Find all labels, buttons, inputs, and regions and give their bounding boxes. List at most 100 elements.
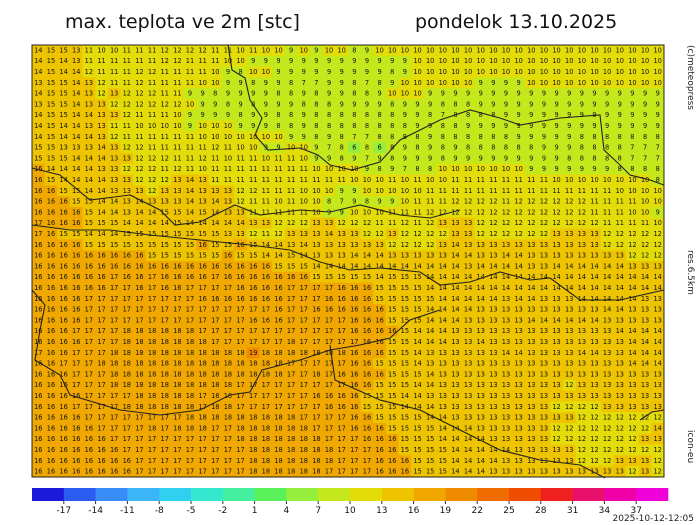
cell-value: 12 — [489, 198, 497, 206]
cell-value: 18 — [148, 370, 156, 378]
cell-color — [423, 293, 437, 305]
cell-value: 15 — [388, 295, 396, 303]
cell-value: 17 — [148, 273, 156, 281]
cell-value: 15 — [287, 262, 295, 270]
cell-color — [196, 293, 210, 305]
cell-value: 10 — [224, 154, 232, 162]
cell-value: 16 — [34, 262, 42, 270]
cell-value: 11 — [161, 68, 169, 76]
cell-value: 18 — [325, 349, 333, 357]
cell-value: 9 — [340, 187, 344, 195]
cell-value: 17 — [97, 295, 105, 303]
cell-color — [44, 131, 58, 143]
cell-value: 16 — [363, 381, 371, 389]
cell-value: 11 — [262, 176, 270, 184]
cell-color — [221, 315, 235, 327]
cell-color — [385, 196, 399, 208]
cell-color — [651, 369, 665, 381]
cell-value: 8 — [504, 144, 508, 152]
cell-value: 12 — [641, 446, 649, 454]
colorbar-label: -2 — [218, 506, 227, 516]
cell-value: 13 — [527, 262, 535, 270]
cell-color — [95, 466, 109, 478]
cell-color — [575, 401, 589, 413]
cell-value: 9 — [656, 90, 660, 98]
cell-color — [183, 55, 197, 67]
cell-value: 9 — [529, 100, 533, 108]
cell-value: 17 — [148, 306, 156, 314]
cell-value: 14 — [337, 262, 345, 270]
cell-color — [461, 358, 475, 370]
cell-color — [537, 358, 551, 370]
cell-value: 10 — [401, 46, 409, 54]
cell-color — [562, 271, 576, 283]
cell-value: 11 — [477, 187, 485, 195]
cell-color — [335, 304, 349, 316]
cell-color — [411, 153, 425, 165]
cell-color — [550, 358, 564, 370]
cell-value: 17 — [224, 306, 232, 314]
cell-value: 10 — [287, 144, 295, 152]
cell-color — [449, 153, 463, 165]
colorbar: -17 -14 -11 -8 -5 -2 1 4 7 10 13 16 19 22 25 28 31 34 37 — [32, 488, 669, 516]
cell-value: 16 — [47, 262, 55, 270]
cell-value: 13 — [514, 306, 522, 314]
cell-color — [171, 336, 184, 348]
cell-color — [95, 174, 109, 186]
cell-color — [613, 120, 627, 132]
cell-value: 9 — [238, 90, 242, 98]
cell-value: 8 — [314, 122, 318, 130]
cell-value: 18 — [211, 360, 219, 368]
cell-color — [385, 163, 399, 175]
cell-value: 15 — [47, 100, 55, 108]
cell-value: 16 — [123, 457, 131, 465]
cell-value: 12 — [590, 403, 598, 411]
cell-value: 13 — [527, 392, 535, 400]
cell-value: 11 — [388, 176, 396, 184]
cell-value: 17 — [300, 306, 308, 314]
cell-value: 13 — [527, 306, 535, 314]
cell-color — [575, 325, 589, 337]
cell-value: 13 — [337, 252, 345, 260]
cell-color — [600, 369, 614, 381]
cell-value: 16 — [72, 435, 80, 443]
cell-value: 14 — [464, 435, 472, 443]
cell-value: 14 — [135, 198, 143, 206]
cell-color — [208, 99, 222, 111]
cell-value: 15 — [413, 273, 421, 281]
cell-value: 11 — [603, 219, 611, 227]
cell-color — [234, 250, 248, 262]
cell-value: 13 — [578, 241, 586, 249]
cell-color — [82, 196, 96, 208]
cell-color — [69, 293, 83, 305]
cell-value: 17 — [211, 306, 219, 314]
cell-value: 17 — [287, 306, 295, 314]
cell-color — [259, 271, 273, 283]
cell-value: 16 — [59, 424, 67, 432]
cell-value: 18 — [161, 327, 169, 335]
cell-color — [107, 466, 121, 478]
cell-value: 12 — [540, 230, 548, 238]
cell-value: 18 — [211, 392, 219, 400]
cell-color — [638, 207, 652, 219]
cell-value: 13 — [59, 144, 67, 152]
cell-color — [385, 45, 399, 57]
cell-color — [638, 120, 652, 132]
cell-color — [600, 207, 614, 219]
cell-color — [234, 336, 248, 348]
cell-color — [588, 261, 602, 273]
cell-color — [398, 293, 412, 305]
cell-value: 13 — [590, 360, 598, 368]
cell-value: 12 — [274, 219, 282, 227]
cell-color — [373, 379, 387, 391]
cell-value: 14 — [161, 219, 169, 227]
cell-color — [259, 293, 273, 305]
cell-value: 17 — [198, 446, 206, 454]
cell-color — [638, 271, 652, 283]
cell-value: 9 — [276, 144, 280, 152]
cell-value: 18 — [312, 446, 320, 454]
cell-color — [588, 444, 602, 456]
cell-value: 13 — [552, 414, 560, 422]
cell-color — [107, 412, 121, 424]
cell-color — [626, 444, 640, 456]
